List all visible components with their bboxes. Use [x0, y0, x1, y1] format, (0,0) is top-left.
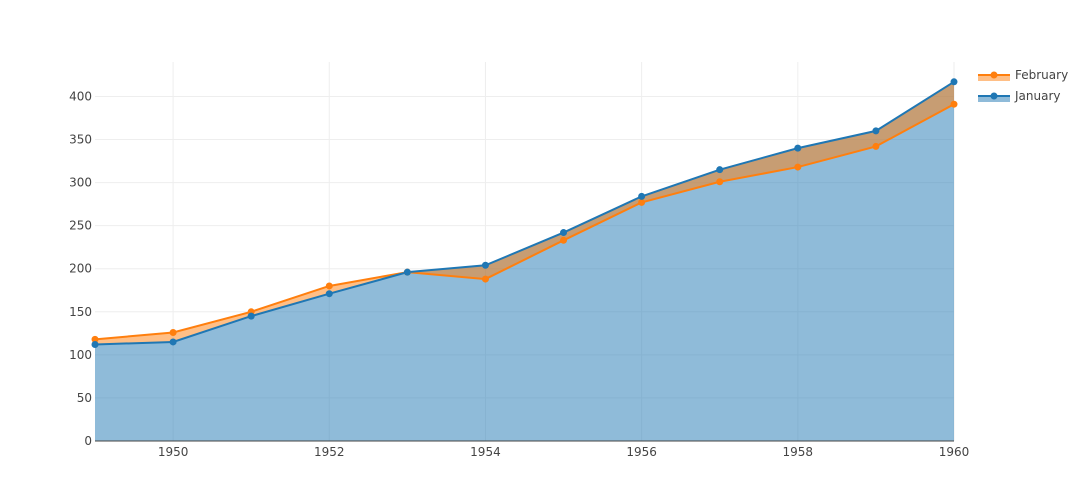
point-january	[638, 192, 646, 200]
data-points	[91, 78, 958, 349]
area-fills	[95, 81, 954, 441]
area-january	[95, 81, 954, 441]
point-february	[794, 163, 802, 171]
axes: 0 50 100 150 200 250 300 350 400 1950 1952 1954 1956…	[69, 89, 969, 459]
point-february	[560, 236, 568, 244]
point-february	[169, 328, 177, 336]
legend-marker	[990, 92, 998, 100]
y-tick-label: 300	[69, 176, 92, 190]
point-january	[560, 229, 568, 237]
x-tick-label: 1950	[158, 445, 189, 459]
x-tick-label: 1958	[783, 445, 814, 459]
y-tick-label: 250	[69, 219, 92, 233]
point-january	[872, 127, 880, 135]
point-february	[638, 198, 646, 206]
x-tick-label: 1960	[939, 445, 970, 459]
point-january	[403, 268, 411, 276]
y-tick-label: 350	[69, 133, 92, 147]
series-lines	[94, 80, 955, 346]
point-january	[325, 290, 333, 298]
legend-label: January	[1014, 89, 1061, 103]
x-tick-label: 1952	[314, 445, 345, 459]
y-tick-label: 0	[84, 434, 92, 448]
point-january	[91, 341, 99, 349]
point-february	[950, 100, 958, 108]
point-february	[481, 275, 489, 283]
y-tick-label: 100	[69, 348, 92, 362]
legend: February January	[978, 68, 1068, 103]
point-january	[950, 78, 958, 86]
point-february	[716, 178, 724, 186]
legend-item-february[interactable]: February	[978, 68, 1068, 82]
point-january	[794, 144, 802, 152]
legend-marker	[990, 71, 998, 79]
y-tick-label: 200	[69, 262, 92, 276]
y-tick-label: 150	[69, 305, 92, 319]
line-january	[94, 80, 955, 346]
legend-label: February	[1015, 68, 1068, 82]
point-february	[325, 282, 333, 290]
y-tick-label: 400	[69, 89, 92, 103]
line-february	[94, 103, 955, 341]
point-january	[481, 261, 489, 269]
point-january	[169, 338, 177, 346]
y-tick-label: 50	[77, 391, 92, 405]
point-january	[716, 166, 724, 174]
point-january	[247, 312, 255, 320]
point-february	[91, 335, 99, 343]
point-february	[872, 142, 880, 150]
x-tick-label: 1954	[470, 445, 501, 459]
x-tick-label: 1956	[626, 445, 657, 459]
legend-item-january[interactable]: January	[978, 89, 1061, 103]
